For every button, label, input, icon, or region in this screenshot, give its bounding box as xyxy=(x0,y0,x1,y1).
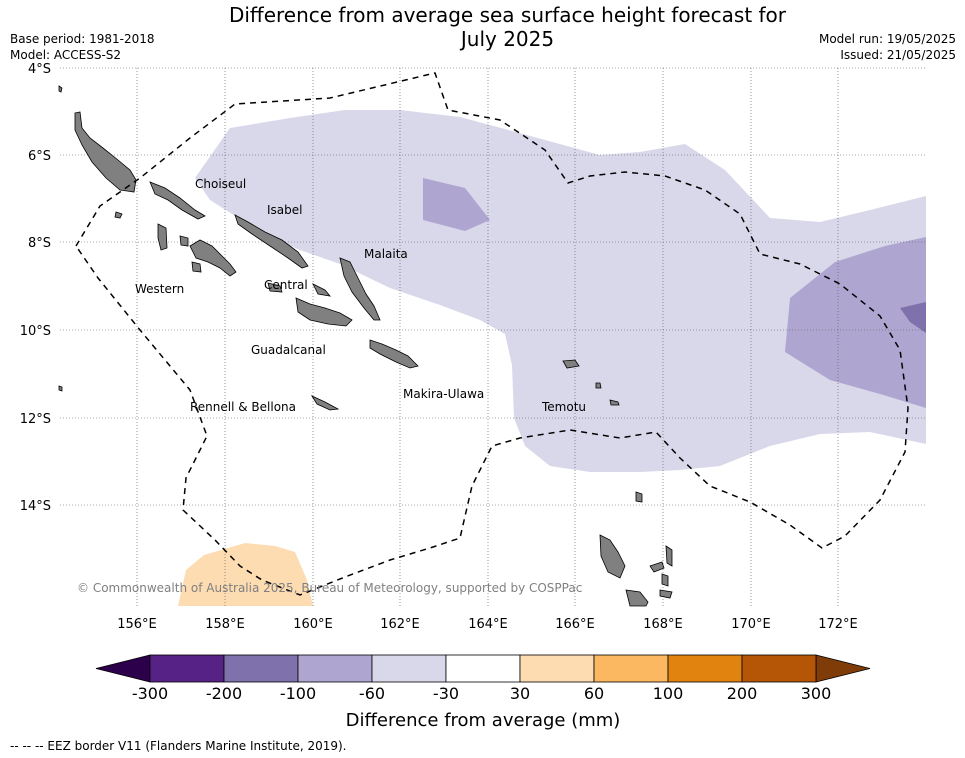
island-vanuatu-3 xyxy=(649,561,665,573)
lat-label: 14°S xyxy=(20,499,51,514)
island-central-small xyxy=(267,282,283,293)
region-label: Isabel xyxy=(267,203,302,217)
island-central-small2 xyxy=(312,283,331,297)
colorbar-tick-label: -30 xyxy=(433,684,459,703)
region-label: Central xyxy=(264,278,308,292)
lat-label: 6°S xyxy=(28,149,51,164)
title-line-1: Difference from average sea surface heig… xyxy=(228,3,787,27)
island-bougain-tip xyxy=(114,211,123,219)
colorbar-segment xyxy=(741,654,817,683)
copyright-text: © Commonwealth of Australia 2025, Bureau… xyxy=(77,581,582,595)
meta-left: Base period: 1981-2018 Model: ACCESS-S2 xyxy=(10,31,155,63)
colorbar-tick-label: -60 xyxy=(359,684,385,703)
island-makira xyxy=(369,339,419,369)
colorbar: -300 -200 -100 -60 -30 30 60 100 200 300 Differen… xyxy=(95,654,871,731)
colorbar-ticks: -300 -200 -100 -60 -30 30 60 100 200 300 xyxy=(132,684,831,703)
island-temotu-1 xyxy=(562,359,580,369)
colorbar-segment xyxy=(371,654,447,683)
eez-footer-note: -- -- -- EEZ border V11 (Flanders Marine… xyxy=(10,739,347,753)
island-vanuatu-6 xyxy=(659,589,673,599)
island-small-w2 xyxy=(191,261,202,273)
model-run: Model run: 19/05/2025 xyxy=(818,32,956,46)
base-period: Base period: 1981-2018 xyxy=(10,32,155,46)
region-labels: Choiseul Isabel Malaita Western Central … xyxy=(135,177,586,414)
lon-label: 168°E xyxy=(643,617,683,632)
colorbar-segment xyxy=(297,654,373,683)
lat-label: 10°S xyxy=(20,324,51,339)
region-label: Makira-Ulawa xyxy=(403,387,484,401)
colorbar-tick-label: -300 xyxy=(132,684,168,703)
lon-label: 166°E xyxy=(555,617,595,632)
island-vanuatu-1 xyxy=(599,534,626,579)
island-temotu-2 xyxy=(595,382,602,389)
region-label: Malaita xyxy=(364,247,408,261)
island-vanuatu-4 xyxy=(665,545,673,567)
lat-label: 8°S xyxy=(28,236,51,251)
colorbar-tick-label: 100 xyxy=(653,684,684,703)
island-guadalcanal xyxy=(295,297,353,327)
colorbar-over-arrow xyxy=(815,654,871,683)
island-western-group xyxy=(189,239,237,277)
region-label: Choiseul xyxy=(195,177,246,191)
lon-label: 164°E xyxy=(468,617,508,632)
shade-mid-purple-east xyxy=(785,237,926,408)
shade-dark-purple xyxy=(900,302,926,333)
page-title: Difference from average sea surface heig… xyxy=(180,3,835,51)
region-label: Temotu xyxy=(541,400,586,414)
colorbar-segment xyxy=(445,654,521,683)
island-vella xyxy=(157,223,168,251)
region-label: Rennell & Bellona xyxy=(190,400,296,414)
region-label: Guadalcanal xyxy=(251,343,326,357)
meta-right: Model run: 19/05/2025 Issued: 21/05/2025 xyxy=(819,31,956,63)
island-small-w1 xyxy=(179,235,189,247)
island-pt-west xyxy=(58,85,63,93)
title-line-2: July 2025 xyxy=(460,27,555,51)
colorbar-tick-label: 300 xyxy=(801,684,832,703)
colorbar-tick-label: 30 xyxy=(510,684,530,703)
island-vanuatu-5 xyxy=(635,491,643,503)
lat-labels: 4°S 6°S 8°S 10°S 12°S 14°S xyxy=(20,62,51,514)
colorbar-segment xyxy=(667,654,743,683)
lon-label: 156°E xyxy=(117,617,157,632)
lat-label: 12°S xyxy=(20,412,51,427)
colorbar-tick-label: 60 xyxy=(584,684,604,703)
island-temotu-3 xyxy=(609,399,620,406)
lon-label: 158°E xyxy=(205,617,245,632)
colorbar-segment xyxy=(223,654,299,683)
colorbar-under-arrow xyxy=(95,654,151,683)
islands xyxy=(58,85,673,607)
colorbar-segment xyxy=(519,654,595,683)
region-label: Western xyxy=(135,282,184,296)
lon-label: 170°E xyxy=(731,617,771,632)
island-malaita xyxy=(339,257,381,321)
colorbar-segment xyxy=(149,654,225,683)
island-isabel xyxy=(234,214,309,269)
shade-mid-purple-west xyxy=(423,178,490,231)
model-name: Model: ACCESS-S2 xyxy=(10,48,122,62)
island-new-georgia xyxy=(149,181,206,220)
island-pt-west2 xyxy=(58,385,63,392)
eez-border xyxy=(75,72,909,596)
colorbar-title: Difference from average (mm) xyxy=(346,710,621,731)
colorbar-segments xyxy=(149,654,817,683)
colorbar-tick-label: -100 xyxy=(280,684,316,703)
lon-label: 172°E xyxy=(818,617,858,632)
shade-light-purple xyxy=(195,110,926,472)
lon-label: 160°E xyxy=(293,617,333,632)
island-vanuatu-2 xyxy=(625,589,649,607)
issued-date: Issued: 21/05/2025 xyxy=(840,48,956,62)
lat-label: 4°S xyxy=(28,62,51,77)
anomaly-shading xyxy=(178,110,926,606)
island-vanuatu-7 xyxy=(661,573,669,587)
shade-light-orange xyxy=(178,543,313,606)
colorbar-tick-label: -200 xyxy=(206,684,242,703)
lon-label: 162°E xyxy=(380,617,420,632)
colorbar-tick-label: 200 xyxy=(727,684,758,703)
island-rennell xyxy=(310,395,340,411)
colorbar-segment xyxy=(593,654,669,683)
lon-labels: 156°E 158°E 160°E 162°E 164°E 166°E 168°… xyxy=(117,617,858,632)
